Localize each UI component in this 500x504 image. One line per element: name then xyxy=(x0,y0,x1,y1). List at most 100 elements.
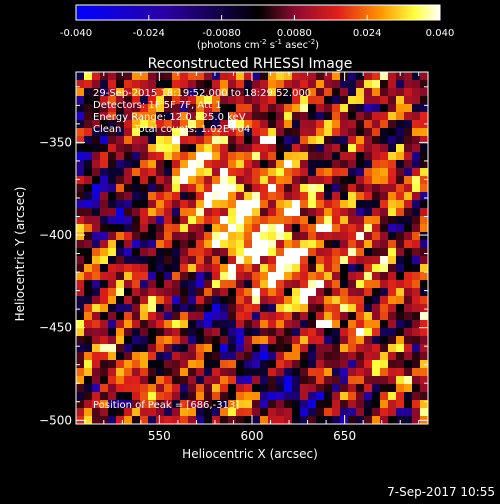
heatmap-cell xyxy=(404,272,413,281)
heatmap-cell xyxy=(396,168,405,177)
heatmap-cell xyxy=(292,416,301,425)
heatmap-cell xyxy=(268,312,277,321)
heatmap-cell xyxy=(228,256,237,265)
heatmap-cell xyxy=(156,192,165,201)
heatmap-cell xyxy=(324,408,333,417)
heatmap-cell xyxy=(92,72,101,81)
heatmap-cell xyxy=(100,280,109,289)
heatmap-cell xyxy=(356,112,365,121)
heatmap-cell xyxy=(292,272,301,281)
heatmap-cell xyxy=(276,400,285,409)
heatmap-cell xyxy=(364,376,373,385)
heatmap-cell xyxy=(324,232,333,241)
heatmap-cell xyxy=(420,96,429,105)
heatmap-cell xyxy=(356,216,365,225)
heatmap-cell xyxy=(196,384,205,393)
heatmap-cell xyxy=(268,248,277,257)
heatmap-cell xyxy=(332,416,341,425)
heatmap-cell xyxy=(132,304,141,313)
heatmap-cell xyxy=(380,216,389,225)
heatmap-cell xyxy=(292,208,301,217)
heatmap-cell xyxy=(220,296,229,305)
heatmap-cell xyxy=(324,192,333,201)
heatmap-cell xyxy=(332,400,341,409)
heatmap-cell xyxy=(252,336,261,345)
heatmap-cell xyxy=(140,376,149,385)
heatmap-cell xyxy=(284,200,293,209)
heatmap-cell xyxy=(156,136,165,145)
heatmap-cell xyxy=(316,176,325,185)
heatmap-cell xyxy=(364,216,373,225)
heatmap-cell xyxy=(204,136,213,145)
heatmap-cell xyxy=(196,120,205,129)
heatmap-cell xyxy=(100,152,109,161)
heatmap-cell xyxy=(228,320,237,329)
heatmap-cell xyxy=(316,368,325,377)
heatmap-cell xyxy=(260,320,269,329)
heatmap-cell xyxy=(260,224,269,233)
heatmap-cell xyxy=(196,272,205,281)
heatmap-cell xyxy=(188,264,197,273)
heatmap-cell xyxy=(124,216,133,225)
heatmap-cell xyxy=(380,288,389,297)
heatmap-cell xyxy=(412,192,421,201)
heatmap-cell xyxy=(332,152,341,161)
heatmap-cell xyxy=(260,400,269,409)
heatmap-cell xyxy=(220,288,229,297)
heatmap-cell xyxy=(332,312,341,321)
heatmap-cell xyxy=(212,192,221,201)
heatmap-cell xyxy=(212,96,221,105)
heatmap-cell xyxy=(284,280,293,289)
heatmap-cell xyxy=(116,400,125,409)
heatmap-cell xyxy=(140,184,149,193)
heatmap-cell xyxy=(316,328,325,337)
heatmap-cell xyxy=(268,104,277,113)
heatmap-cell xyxy=(164,152,173,161)
heatmap-cell xyxy=(228,336,237,345)
heatmap-cell xyxy=(108,304,117,313)
heatmap-cell xyxy=(236,272,245,281)
heatmap-cell xyxy=(204,320,213,329)
heatmap-cell xyxy=(164,320,173,329)
heatmap-cell xyxy=(276,256,285,265)
heatmap-cell xyxy=(172,88,181,97)
heatmap-cell xyxy=(116,216,125,225)
heatmap-cell xyxy=(156,160,165,169)
heatmap-cell xyxy=(316,384,325,393)
heatmap-cell xyxy=(396,288,405,297)
heatmap-cell xyxy=(244,160,253,169)
heatmap-cell xyxy=(292,160,301,169)
heatmap-cell xyxy=(284,296,293,305)
heatmap-cell xyxy=(372,72,381,81)
heatmap-cell xyxy=(260,328,269,337)
heatmap-cell xyxy=(84,128,93,137)
heatmap-cell xyxy=(388,248,397,257)
heatmap-cell xyxy=(412,304,421,313)
heatmap-cell xyxy=(388,264,397,273)
heatmap-cell xyxy=(372,296,381,305)
heatmap-cell xyxy=(212,408,221,417)
heatmap-cell xyxy=(140,328,149,337)
heatmap-cell xyxy=(340,112,349,121)
heatmap-cell xyxy=(228,392,237,401)
heatmap-cell xyxy=(124,304,133,313)
heatmap-cell xyxy=(212,304,221,313)
heatmap-cell xyxy=(140,224,149,233)
heatmap-cell xyxy=(284,96,293,105)
heatmap-cell xyxy=(140,88,149,97)
heatmap-cell xyxy=(316,216,325,225)
heatmap-cell xyxy=(324,72,333,81)
heatmap-cell xyxy=(340,400,349,409)
heatmap-cell xyxy=(420,184,429,193)
heatmap-cell xyxy=(324,280,333,289)
heatmap-cell xyxy=(132,360,141,369)
heatmap-cell xyxy=(164,144,173,153)
heatmap-cell xyxy=(412,120,421,129)
heatmap-cell xyxy=(340,232,349,241)
heatmap-cell xyxy=(380,296,389,305)
heatmap-cell xyxy=(124,344,133,353)
heatmap-cell xyxy=(276,240,285,249)
heatmap-cell xyxy=(148,416,157,425)
heatmap-cell xyxy=(212,352,221,361)
